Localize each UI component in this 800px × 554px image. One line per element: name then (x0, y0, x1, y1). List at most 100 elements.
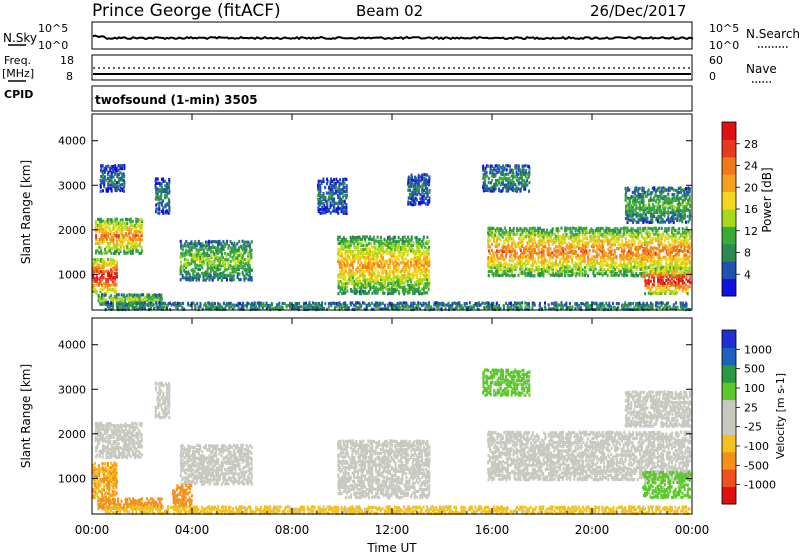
data-cell (99, 183, 102, 187)
data-cell (158, 188, 161, 192)
data-cell (623, 270, 626, 274)
data-cell (118, 243, 121, 247)
data-cell (426, 173, 429, 177)
data-cell (544, 269, 547, 273)
data-cell (96, 283, 99, 287)
data-cell (649, 266, 652, 270)
data-cell (662, 198, 665, 202)
data-cell (368, 237, 370, 241)
data-cell (397, 257, 400, 262)
data-cell (423, 192, 426, 196)
data-cell (103, 291, 106, 295)
data-cell (406, 270, 409, 274)
data-cell (115, 268, 118, 272)
data-cell (397, 270, 400, 274)
data-cell (662, 195, 665, 199)
data-cell (383, 283, 386, 288)
data-cell (394, 269, 397, 273)
data-cell (682, 241, 685, 245)
data-cell (359, 237, 362, 241)
data-cell (498, 273, 500, 278)
data-cell (519, 187, 522, 191)
data-cell (536, 243, 539, 247)
data-cell (413, 253, 416, 258)
data-cell (562, 262, 565, 266)
data-cell (600, 259, 602, 263)
data-cell (363, 276, 366, 280)
data-cell (543, 231, 545, 235)
data-cell (672, 279, 675, 283)
data-cell (337, 241, 340, 245)
data-cell (376, 291, 379, 295)
data-cell (516, 243, 518, 247)
data-cell (361, 265, 364, 270)
data-cell (598, 238, 600, 243)
data-cell (359, 263, 362, 267)
data-cell (219, 276, 222, 280)
data-cell (507, 236, 510, 241)
data-cell (137, 295, 140, 299)
data-cell (124, 217, 127, 221)
data-cell (371, 264, 374, 268)
data-cell (111, 287, 114, 291)
data-cell (332, 199, 335, 203)
data-cell (524, 250, 527, 255)
data-cell (416, 189, 419, 193)
data-cell (342, 284, 345, 288)
data-cell (681, 270, 684, 274)
data-cell (412, 251, 415, 255)
data-cell (355, 283, 358, 288)
data-cell (522, 172, 525, 177)
data-cell (389, 262, 391, 266)
data-cell (501, 269, 504, 274)
data-cell (369, 275, 372, 279)
data-cell (100, 237, 102, 241)
data-cell (670, 236, 673, 240)
data-cell (530, 253, 532, 257)
data-cell (497, 179, 500, 183)
data-cell (428, 199, 431, 203)
data-cell (686, 256, 689, 260)
data-cell (635, 204, 638, 208)
data-cell (514, 253, 517, 258)
data-cell (548, 251, 551, 255)
data-cell (514, 255, 516, 260)
data-cell (421, 279, 424, 284)
data-cell (642, 229, 645, 233)
data-cell (672, 249, 675, 253)
data-cell (607, 257, 610, 261)
data-cell (548, 241, 550, 245)
data-cell (381, 259, 384, 263)
data-cell (579, 255, 582, 259)
data-cell (397, 290, 400, 294)
data-cell (100, 164, 103, 168)
data-cell (98, 221, 101, 226)
data-cell (605, 253, 608, 257)
data-cell (519, 235, 522, 239)
data-cell (100, 219, 103, 224)
data-cell (559, 259, 562, 263)
data-cell (505, 269, 508, 273)
data-cell (212, 275, 215, 280)
data-cell (654, 233, 657, 237)
data-cell (489, 255, 491, 260)
data-cell (515, 245, 518, 249)
data-cell (519, 244, 522, 248)
data-cell (599, 257, 602, 261)
data-cell (428, 245, 430, 249)
data-cell (110, 262, 113, 266)
data-cell (528, 253, 531, 257)
data-cell (637, 196, 640, 200)
data-cell (413, 284, 416, 288)
data-cell (423, 259, 426, 263)
data-cell (371, 285, 374, 289)
data-cell (392, 283, 395, 287)
data-cell (356, 265, 359, 270)
data-cell (684, 266, 687, 270)
data-cell (644, 236, 647, 240)
data-cell (117, 164, 120, 168)
data-cell (426, 277, 428, 282)
data-cell (413, 273, 416, 277)
data-cell (672, 291, 675, 296)
data-cell (401, 251, 404, 255)
